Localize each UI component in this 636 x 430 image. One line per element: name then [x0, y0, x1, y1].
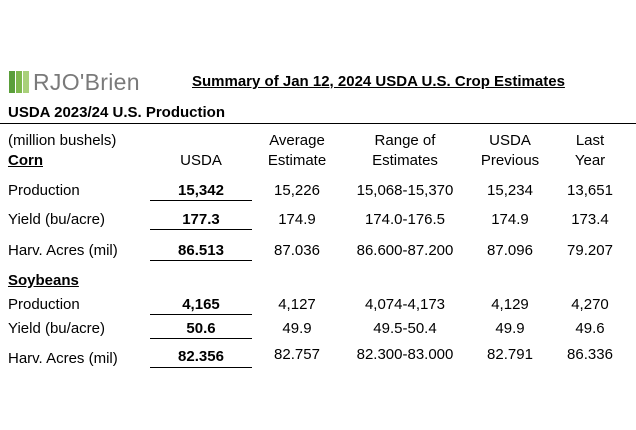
- last-year-value: 86.336: [567, 346, 613, 363]
- previous-value: 4,129: [491, 296, 529, 313]
- previous-value: 15,234: [487, 182, 533, 199]
- page-title: Summary of Jan 12, 2024 USDA U.S. Crop E…: [192, 73, 565, 90]
- last-year-value: 79.207: [567, 242, 613, 259]
- last-year-value: 173.4: [571, 211, 609, 228]
- col-header-usda: USDA: [180, 152, 222, 169]
- usda-underline: [150, 338, 252, 339]
- average-value: 174.9: [278, 211, 316, 228]
- row-label: Yield (bu/acre): [8, 320, 105, 337]
- average-value: 49.9: [282, 320, 312, 337]
- average-value: 87.036: [274, 242, 320, 259]
- previous-value: 174.9: [491, 211, 529, 228]
- last-year-value: 13,651: [567, 182, 613, 199]
- col-header-last-year-2: Year: [574, 152, 606, 169]
- last-year-value: 49.6: [575, 320, 605, 337]
- usda-underline: [150, 260, 252, 261]
- usda-underline: [150, 367, 252, 368]
- range-value: 4,074-4,173: [364, 296, 446, 313]
- col-header-range-2: Estimates: [372, 152, 438, 169]
- previous-value: 87.096: [487, 242, 533, 259]
- average-value: 15,226: [274, 182, 320, 199]
- col-header-average-2: Estimate: [267, 152, 327, 169]
- previous-value: 49.9: [495, 320, 525, 337]
- col-header-last-year-1: Last: [575, 132, 605, 149]
- header-divider: [0, 123, 636, 124]
- section-name-corn: Corn: [8, 152, 43, 169]
- row-label: Yield (bu/acre): [8, 211, 105, 228]
- range-value: 15,068-15,370: [356, 182, 454, 199]
- usda-value: 177.3: [182, 211, 220, 228]
- usda-value: 4,165: [182, 296, 220, 313]
- average-value: 4,127: [278, 296, 316, 313]
- usda-value: 15,342: [178, 182, 224, 199]
- rjobrien-logo: RJO'Brien: [8, 68, 148, 98]
- col-header-average-1: Average: [269, 132, 325, 149]
- range-value: 174.0-176.5: [364, 211, 446, 228]
- usda-underline: [150, 200, 252, 201]
- row-label: Harv. Acres (mil): [8, 350, 118, 367]
- range-value: 82.300-83.000: [356, 346, 454, 363]
- row-label: Harv. Acres (mil): [8, 242, 118, 259]
- usda-value: 82.356: [178, 348, 224, 365]
- usda-value: 86.513: [178, 242, 224, 259]
- logo-mark-icon: [9, 71, 29, 93]
- last-year-value: 4,270: [571, 296, 609, 313]
- section-subtitle: USDA 2023/24 U.S. Production: [8, 104, 226, 121]
- usda-underline: [150, 314, 252, 315]
- range-value: 86.600-87.200: [356, 242, 454, 259]
- logo-wordmark: RJO'Brien: [33, 69, 140, 95]
- row-label: Production: [8, 296, 80, 313]
- usda-underline: [150, 229, 252, 230]
- col-header-previous-1: USDA: [489, 132, 531, 149]
- range-value: 49.5-50.4: [373, 320, 437, 337]
- previous-value: 82.791: [487, 346, 533, 363]
- average-value: 82.757: [274, 346, 320, 363]
- section-name-soybeans: Soybeans: [8, 272, 79, 289]
- units-note: (million bushels): [8, 132, 117, 149]
- usda-value: 50.6: [186, 320, 216, 337]
- col-header-previous-2: Previous: [480, 152, 540, 169]
- col-header-range-1: Range of: [374, 132, 436, 149]
- row-label: Production: [8, 182, 80, 199]
